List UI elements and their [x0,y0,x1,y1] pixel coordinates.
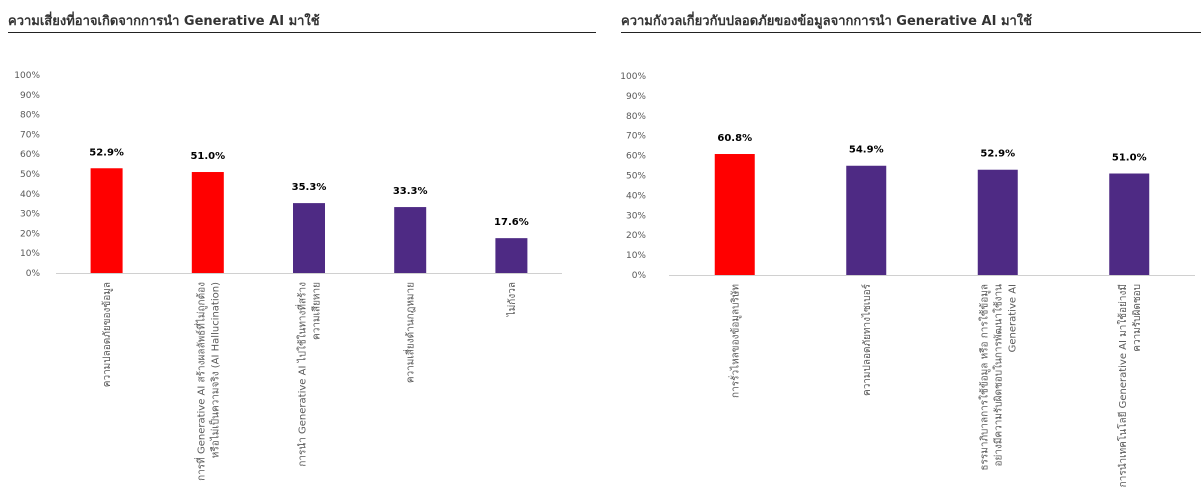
category-label-line: อย่างมีความรับผิดชอบในการพัฒนาใช้งาน [992,284,1004,467]
bar [293,203,325,273]
bar [191,172,224,273]
data-label: 54.9% [849,145,884,156]
y-tick-label: 60% [626,152,646,162]
category-label-line: Generative AI [1007,284,1018,352]
y-tick-label: 70% [626,132,646,142]
category-label: การนำ Generative AI ไปใช้ในทางที่สร้าง คว… [295,282,323,467]
category-label-line: ไม่กังวล [506,282,518,317]
chart-panel-risks: ความเสี่ยงที่อาจเกิดจากการนำ Generative … [0,0,598,490]
bar [495,238,528,273]
risks-bar-chart: 0% 10% 20% 30% 40% 50% 60% 70% 80% 90% 100% 52.9% คว… [14,71,562,481]
y-tick-label: 90% [20,91,40,101]
bar [714,154,755,275]
category-label: ไม่กังวล [506,282,518,317]
category-label: การรั่วไหลของข้อมูลบริษัท [727,284,741,398]
y-tick-label: 80% [626,112,646,122]
y-tick-label: 50% [20,170,40,180]
y-tick-label: 20% [626,231,646,241]
category-label-line: ธรรมาภิบาลการใช้ข้อมูล หรือ การใช้ข้อมูล [978,284,990,471]
category-label: ความเสี่ยงด้านกฎหมาย [403,282,417,383]
data-concerns-bar-chart: 0% 10% 20% 30% 40% 50% 60% 70% 80% 90% 100% 60.8% กา… [620,72,1195,487]
y-tick-label: 50% [626,172,646,182]
title-underline [621,32,1201,33]
category-label-line: การที่ Generative AI สร้างผลลัพธ์ที่ไม่ถ… [193,282,207,481]
y-tick-label: 70% [20,130,40,140]
category-label-line: ความเสียหาย [311,282,323,340]
y-tick-label: 80% [20,111,40,121]
data-label: 17.6% [494,217,529,228]
category-label-line: ความรับผิดชอบ [1132,284,1143,352]
bar [846,165,887,275]
y-tick-label: 90% [626,92,646,102]
category-label-line: หรือไม่เป็นความจริง (AI Hallucination) [207,282,221,458]
category-label-line: การนำ Generative AI ไปใช้ในทางที่สร้าง [295,282,309,467]
category-label: การที่ Generative AI สร้างผลลัพธ์ที่ไม่ถ… [193,282,221,481]
data-label: 33.3% [393,186,428,197]
category-label: ธรรมาภิบาลการใช้ข้อมูล หรือ การใช้ข้อมูล… [978,284,1018,471]
data-label: 51.0% [190,151,225,162]
category-label: การนำเทคโนโลยี Generative AI มาใช้อย่างม… [1116,284,1143,487]
y-tick-label: 40% [626,191,646,201]
data-label: 35.3% [292,182,327,193]
data-label: 60.8% [717,133,752,144]
chart-title: ความเสี่ยงที่อาจเกิดจากการนำ Generative … [8,14,320,29]
category-label-line: ความเสี่ยงด้านกฎหมาย [403,282,417,383]
y-tick-label: 30% [626,211,646,221]
y-tick-label: 10% [20,249,40,259]
bar [1109,173,1150,275]
title-underline [8,32,596,33]
category-label-line: ความปลอดภัยของข้อมูล [101,282,113,387]
y-tick-label: 100% [14,71,40,81]
y-tick-label: 100% [620,72,646,82]
y-tick-label: 0% [632,271,647,281]
data-label: 52.9% [980,149,1015,160]
category-label-line: การรั่วไหลของข้อมูลบริษัท [727,284,741,398]
chart-panel-data-concerns: ความกังวลเกี่ยวกับปลอดภัยของข้อมูลจากการ… [613,0,1202,490]
data-label: 52.9% [89,147,124,158]
category-label-line: การนำเทคโนโลยี Generative AI มาใช้อย่างม… [1116,284,1129,487]
bar [90,168,123,273]
y-tick-label: 20% [20,229,40,239]
category-label: ความปลอดภัยของข้อมูล [101,282,113,387]
bar [394,207,427,273]
bar [977,169,1018,275]
data-label: 51.0% [1112,153,1147,164]
y-tick-label: 0% [26,269,41,279]
category-label-line: ความปลอดภัยทางไซเบอร์ [861,283,873,396]
chart-title: ความกังวลเกี่ยวกับปลอดภัยของข้อมูลจากการ… [621,14,1032,29]
y-tick-label: 60% [20,150,40,160]
category-label: ความปลอดภัยทางไซเบอร์ [861,283,873,396]
y-tick-label: 40% [20,190,40,200]
y-tick-label: 30% [20,210,40,220]
y-tick-label: 10% [626,251,646,261]
